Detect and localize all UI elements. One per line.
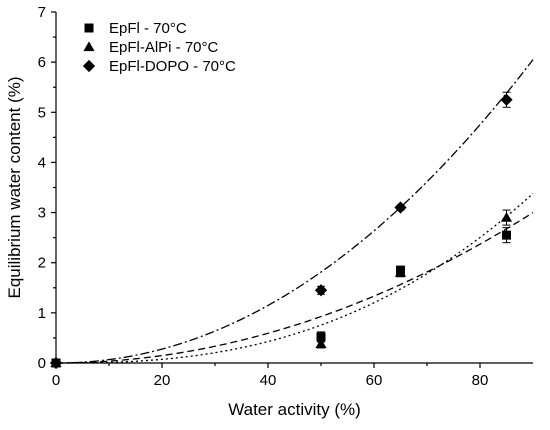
x-tick-label: 0: [52, 372, 60, 389]
x-tick-label: 80: [472, 372, 489, 389]
diamond-data-point: [394, 201, 407, 214]
y-tick-label: 3: [38, 205, 46, 222]
legend-label: EpFl-AlPi - 70°C: [109, 39, 219, 56]
legend-square-marker: [84, 23, 94, 33]
y-tick-label: 5: [38, 104, 46, 121]
y-tick-label: 2: [38, 255, 46, 272]
square-data-point: [316, 332, 326, 342]
fit-curve: [55, 212, 534, 364]
y-tick-label: 1: [38, 305, 46, 322]
triangle-data-point: [394, 267, 407, 277]
x-tick-label: 20: [154, 372, 171, 389]
fit-curves: [55, 59, 534, 364]
y-tick-label: 6: [38, 54, 46, 71]
legend-label: EpFl - 70°C: [109, 20, 187, 37]
diamond-data-point: [500, 93, 513, 106]
y-tick-label: 0: [38, 355, 46, 372]
square-data-point: [502, 230, 511, 240]
diamond-data-point: [314, 284, 328, 297]
fit-curve: [56, 193, 534, 364]
fit-curve: [55, 59, 534, 364]
legend-label: EpFl-DOPO - 70°C: [109, 58, 236, 75]
axes: 0 20 40 60 80 0 1 2 3 4 5 6 7: [38, 4, 533, 389]
x-tick-label: 40: [260, 372, 277, 389]
legend-triangle-marker: [83, 41, 95, 52]
triangle-data-point: [315, 338, 327, 349]
legend-diamond-marker: [82, 59, 96, 73]
diamond-data-point: [49, 356, 63, 370]
y-axis-title: Equilibrium water content (%): [5, 76, 24, 298]
y-tick-label: 4: [38, 154, 46, 171]
triangle-data-point: [500, 212, 513, 222]
legend: EpFl - 70°C EpFl-AlPi - 70°C EpFl-DOPO - 7…: [82, 20, 236, 75]
data-points: [49, 91, 513, 370]
y-tick-label: 7: [38, 4, 46, 21]
x-axis-title: Water activity (%): [228, 400, 361, 419]
x-tick-label: 60: [366, 372, 383, 389]
